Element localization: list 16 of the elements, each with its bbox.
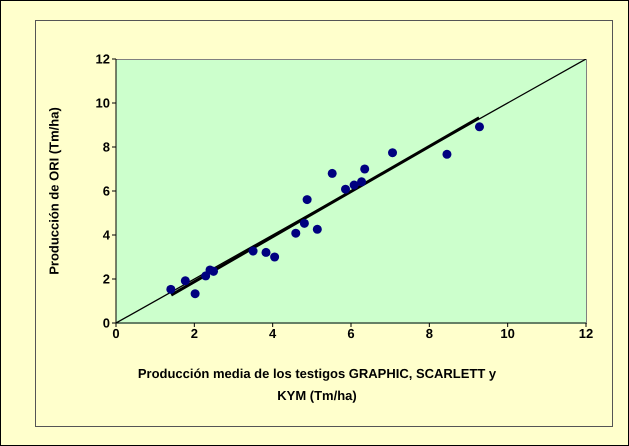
y-tick-label: 0 — [102, 316, 110, 331]
x-tick-label: 0 — [112, 326, 120, 342]
x-tick-label: 12 — [578, 326, 594, 342]
y-axis-title: Producción de ORI (Tm/ha) — [46, 107, 62, 275]
x-tick-label: 8 — [426, 326, 433, 342]
x-tick-label: 10 — [500, 326, 515, 342]
y-tick-label: 6 — [102, 184, 110, 199]
x-tick-label: 4 — [269, 326, 278, 342]
y-tick-label: 12 — [96, 52, 110, 67]
x-tick-label: 2 — [190, 326, 198, 342]
x-tick-label: 6 — [347, 326, 355, 342]
y-tick-label: 8 — [102, 140, 110, 155]
x-axis-title: Producción media de los testigos GRAPHIC, SCARLETT y KYM (Tm/ha) — [136, 365, 498, 405]
y-tick-label: 2 — [102, 272, 110, 287]
y-tick-label: 4 — [102, 228, 111, 243]
y-tick-label: 10 — [96, 96, 110, 111]
